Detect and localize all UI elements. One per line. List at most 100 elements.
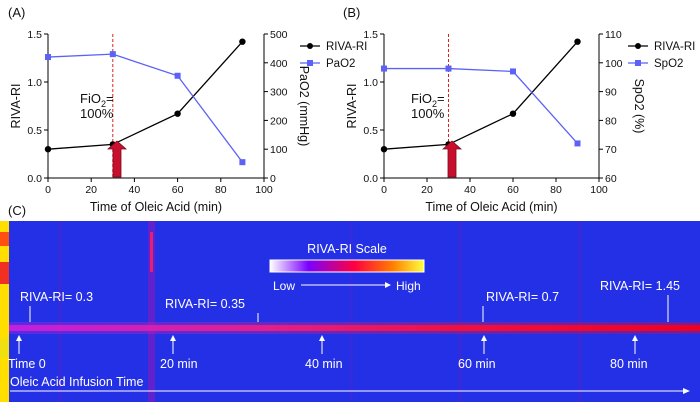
- x-tick-label: 80: [550, 184, 562, 196]
- heatmap-band-glow: [9, 322, 700, 334]
- panel-b-red-arrow: [441, 140, 463, 178]
- y-tick-label: 0.0: [27, 173, 42, 185]
- panel-a-annotation: FiO2=: [80, 91, 114, 109]
- data-point: [574, 38, 581, 45]
- heatmap-vertical-streak: [58, 221, 62, 402]
- y-tick-label: 1.5: [363, 29, 378, 41]
- x-tick-label: 20: [85, 184, 97, 196]
- time-label: Time 0: [8, 357, 46, 371]
- panel-b-annotation-eq: =: [437, 91, 445, 106]
- series-line-0: [47, 41, 243, 150]
- x-tick-label: 20: [421, 184, 433, 196]
- y2-tick-label: 90: [605, 87, 617, 99]
- x-axis-label: Time of Oleic Acid (min): [90, 200, 222, 214]
- y-tick-label: 0.5: [363, 125, 378, 137]
- panel-b-label: (B): [343, 5, 360, 20]
- x-tick-label: 80: [215, 184, 227, 196]
- heatmap-vertical-streak: [458, 221, 462, 402]
- y2-axis-label: SpO2 (%): [632, 79, 646, 134]
- time-labels: Time 0 20 min 40 min 60 min 80 min: [8, 335, 648, 371]
- time-label: 60 min: [458, 357, 496, 371]
- heatmap-left-strip: [0, 221, 9, 402]
- y-tick-label: 0.5: [27, 125, 42, 137]
- data-point: [510, 68, 516, 75]
- x-tick-label: 100: [255, 184, 273, 196]
- time-arrow-head: [170, 335, 176, 341]
- x-tick-label: 60: [507, 184, 519, 196]
- time-axis-label: Oleic Acid Infusion Time: [10, 375, 143, 389]
- time-arrow-head: [632, 335, 638, 341]
- heatmap-vertical-streak: [350, 221, 353, 402]
- heatmap-left-strip-mark: [0, 262, 9, 284]
- heatmap-left-strip-mark: [0, 232, 9, 246]
- time-label: 80 min: [610, 357, 648, 371]
- x-tick-label: 0: [381, 184, 387, 196]
- x-axis-label: Time of Oleic Acid (min): [425, 200, 557, 214]
- panel-a: (A) 0 20 40 60 80 1000.00.51.01.5010020030040…: [8, 5, 367, 214]
- y2-tick-label: 100: [605, 58, 623, 70]
- data-point: [381, 65, 387, 72]
- heatmap-left-strip-mark: [0, 338, 9, 358]
- series-line-1: [384, 67, 578, 144]
- legend-label: PaO2: [326, 58, 355, 70]
- time-axis-arrow-head: [683, 388, 690, 394]
- y2-tick-label: 0: [270, 173, 276, 185]
- heatmap-vertical-streak: [578, 221, 582, 402]
- y-tick-label: 1.5: [27, 29, 42, 41]
- data-point: [45, 54, 51, 61]
- panel-a-axes: 0 20 40 60 80 1000.00.51.01.50100200300400500…: [9, 29, 367, 214]
- x-tick-label: 60: [172, 184, 184, 196]
- x-tick-label: 40: [464, 184, 476, 196]
- x-tick-label: 0: [45, 184, 51, 196]
- data-point: [174, 110, 181, 117]
- time-label: 40 min: [305, 357, 343, 371]
- heatmap-vertical-streak: [150, 232, 153, 272]
- riva-ri-label: RIVA-RI= 0.3: [20, 290, 93, 304]
- y-tick-label: 0.0: [363, 173, 378, 185]
- heatmap-vertical-streak: [148, 221, 155, 402]
- legend-marker: [635, 43, 641, 49]
- series-line-1: [47, 53, 243, 163]
- data-point: [574, 140, 581, 147]
- legend-marker: [307, 60, 313, 66]
- panel-a-annotation-eq: =: [106, 91, 114, 106]
- x-tick-label: 40: [129, 184, 141, 196]
- legend-label: RIVA-RI: [654, 41, 695, 53]
- data-point: [239, 38, 246, 45]
- panel-a-annotation-value: 100%: [80, 106, 114, 121]
- panel-a-red-arrow: [106, 140, 128, 178]
- scale-colorbar: [269, 259, 425, 273]
- legend-marker: [307, 43, 313, 49]
- panel-b: (B) 0 20 40 60 80 100 0.0 0.5 1.0 1.5 60 70 80 90 100 1…: [343, 5, 695, 214]
- y-axis-label: RIVA-RI: [9, 84, 23, 129]
- data-point: [239, 159, 246, 166]
- time-label: 20 min: [160, 357, 198, 371]
- y2-tick-label: 100: [270, 144, 288, 156]
- data-point: [380, 146, 388, 153]
- y-tick-label: 1.0: [27, 77, 42, 89]
- legend-label: RIVA-RI: [326, 41, 367, 53]
- panel-a-annotation-sub: 2: [101, 99, 106, 109]
- data-point: [509, 110, 517, 117]
- data-point: [445, 65, 452, 72]
- y2-tick-label: 70: [605, 144, 617, 156]
- y2-tick-label: 500: [270, 29, 288, 41]
- y2-tick-label: 60: [605, 173, 617, 185]
- scale-arrow-head: [385, 282, 391, 288]
- y-axis-label: RIVA-RI: [345, 84, 359, 129]
- panel-c: (C) RIVA-RI Scale Low High RIVA-RI= 0.3 R…: [0, 203, 700, 402]
- data-point: [44, 146, 52, 153]
- panel-b-annotation-sub: 2: [432, 99, 437, 109]
- panel-a-label: (A): [8, 5, 25, 20]
- panel-a-annotation-text: FiO: [80, 91, 101, 106]
- riva-ri-label: RIVA-RI= 0.7: [486, 290, 559, 304]
- data-point: [174, 72, 181, 79]
- scale-title: RIVA-RI Scale: [307, 242, 387, 256]
- riva-ri-label: RIVA-RI= 1.45: [600, 279, 680, 293]
- series-line-0: [383, 41, 578, 150]
- time-arrow-head: [319, 335, 325, 341]
- y2-tick-label: 200: [270, 115, 288, 127]
- time-arrow-head: [481, 335, 487, 341]
- data-point: [109, 51, 116, 58]
